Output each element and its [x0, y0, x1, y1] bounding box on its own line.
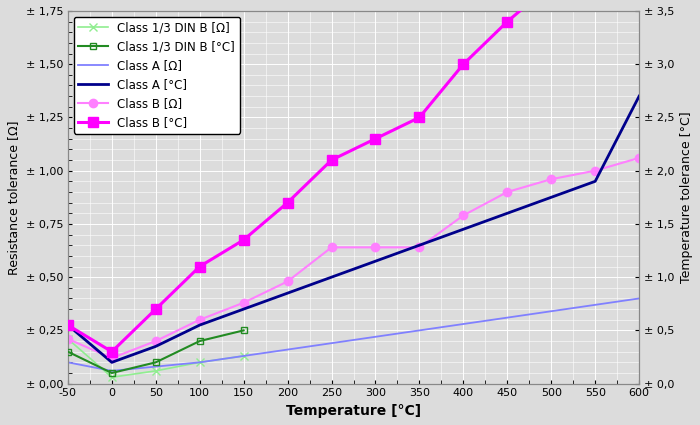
Class A [°C] [503, 211, 512, 216]
Class A [Ω] [371, 334, 379, 339]
Class B [Ω] [591, 168, 599, 173]
Class B [Ω] [503, 190, 512, 195]
Class A [Ω] [591, 302, 599, 307]
Class B [°C] [328, 158, 336, 163]
Class 1/3 DIN B [°C] [64, 349, 72, 354]
Class B [Ω] [152, 338, 160, 343]
Class B [°C] [284, 200, 292, 205]
Class B [Ω] [328, 245, 336, 250]
Class A [Ω] [64, 360, 72, 365]
Class A [°C] [459, 227, 468, 232]
X-axis label: Temperature [°C]: Temperature [°C] [286, 404, 421, 418]
Line: Class B [Ω]: Class B [Ω] [64, 154, 643, 362]
Line: Class A [Ω]: Class A [Ω] [68, 298, 639, 371]
Class 1/3 DIN B [Ω] [239, 354, 248, 359]
Class A [Ω] [415, 328, 424, 333]
Class A [°C] [64, 323, 72, 328]
Class A [Ω] [635, 296, 643, 301]
Class A [°C] [152, 344, 160, 349]
Class 1/3 DIN B [°C] [195, 338, 204, 343]
Y-axis label: Temperature tolerance [°C]: Temperature tolerance [°C] [680, 111, 693, 283]
Class B [°C] [195, 264, 204, 269]
Class B [Ω] [635, 156, 643, 161]
Class B [Ω] [459, 213, 468, 218]
Class B [Ω] [108, 356, 116, 361]
Line: Class A [°C]: Class A [°C] [68, 96, 639, 363]
Class B [°C] [371, 136, 379, 141]
Class B [°C] [239, 237, 248, 242]
Class A [°C] [108, 360, 116, 365]
Class B [Ω] [239, 300, 248, 305]
Class B [Ω] [284, 279, 292, 284]
Line: Class B [°C]: Class B [°C] [63, 0, 644, 357]
Class B [°C] [415, 115, 424, 120]
Class 1/3 DIN B [Ω] [108, 375, 116, 380]
Class B [Ω] [371, 245, 379, 250]
Class A [Ω] [239, 354, 248, 359]
Y-axis label: Resistance tolerance [Ω]: Resistance tolerance [Ω] [7, 120, 20, 275]
Class A [Ω] [108, 368, 116, 374]
Class B [Ω] [64, 336, 72, 341]
Class A [Ω] [195, 360, 204, 365]
Class A [Ω] [459, 321, 468, 326]
Class A [°C] [591, 179, 599, 184]
Class A [Ω] [328, 340, 336, 346]
Class A [°C] [371, 259, 379, 264]
Class A [Ω] [152, 364, 160, 369]
Class A [°C] [547, 195, 556, 200]
Class A [Ω] [547, 309, 556, 314]
Line: Class 1/3 DIN B [Ω]: Class 1/3 DIN B [Ω] [64, 335, 248, 381]
Class 1/3 DIN B [°C] [108, 371, 116, 376]
Class B [°C] [108, 349, 116, 354]
Class A [°C] [328, 275, 336, 280]
Class 1/3 DIN B [°C] [152, 360, 160, 365]
Class B [Ω] [547, 177, 556, 182]
Line: Class 1/3 DIN B [°C]: Class 1/3 DIN B [°C] [64, 327, 247, 377]
Class 1/3 DIN B [°C] [239, 328, 248, 333]
Class B [Ω] [195, 317, 204, 322]
Class B [°C] [459, 62, 468, 67]
Class 1/3 DIN B [Ω] [64, 336, 72, 341]
Class A [°C] [415, 243, 424, 248]
Class 1/3 DIN B [Ω] [152, 368, 160, 374]
Legend: Class 1/3 DIN B [Ω], Class 1/3 DIN B [°C], Class A [Ω], Class A [°C], Class B [Ω: Class 1/3 DIN B [Ω], Class 1/3 DIN B [°C… [74, 17, 240, 134]
Class B [°C] [64, 323, 72, 328]
Class A [°C] [635, 94, 643, 99]
Class A [Ω] [284, 347, 292, 352]
Class B [Ω] [415, 245, 424, 250]
Class A [°C] [284, 291, 292, 296]
Class 1/3 DIN B [Ω] [195, 360, 204, 365]
Class A [°C] [195, 323, 204, 328]
Class B [°C] [152, 306, 160, 312]
Class A [Ω] [503, 315, 512, 320]
Class A [°C] [239, 306, 248, 312]
Class B [°C] [503, 19, 512, 24]
